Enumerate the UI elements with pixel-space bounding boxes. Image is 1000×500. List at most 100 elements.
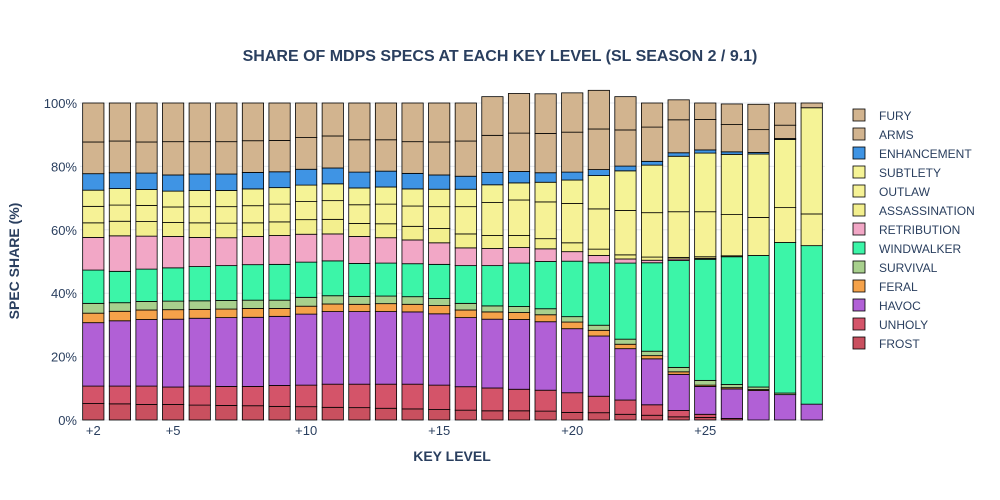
x-tick-label: +2 bbox=[86, 423, 101, 438]
bar-segment-feral bbox=[374, 303, 398, 312]
bar-segment-subtlety bbox=[348, 187, 371, 206]
legend-item[interactable]: ENHANCEMENT bbox=[852, 146, 972, 161]
bar-segment-subtlety bbox=[241, 188, 264, 207]
bars bbox=[82, 89, 823, 421]
bar-segment-outlaw bbox=[694, 211, 717, 258]
bar-segment-windwalker bbox=[428, 263, 451, 299]
bar-segment-retribution bbox=[268, 235, 291, 265]
y-tick-label: 80% bbox=[51, 159, 77, 174]
bar-segment-arms bbox=[800, 102, 823, 109]
bar-segment-fury bbox=[135, 102, 158, 143]
bar-segment-retribution bbox=[561, 251, 584, 262]
bar-segment-survival bbox=[108, 302, 131, 312]
legend-item[interactable]: ASSASSINATION bbox=[852, 203, 975, 218]
bar-segment-subtlety bbox=[507, 182, 531, 201]
bar-segment-fury bbox=[295, 102, 318, 138]
bar-segment-havoc bbox=[587, 335, 610, 397]
bar-segment-enhancement bbox=[667, 152, 690, 157]
bar-segment-assassination bbox=[108, 220, 131, 237]
bar-segment-assassination bbox=[374, 223, 398, 239]
bar-segment-frost bbox=[587, 412, 610, 421]
bar-segment-fury bbox=[641, 102, 664, 128]
bar-segment-enhancement bbox=[561, 171, 584, 181]
bar-segment-survival bbox=[614, 338, 637, 345]
bar-segment-outlaw bbox=[108, 204, 131, 222]
bar-segment-enhancement bbox=[215, 173, 238, 191]
bar-segment-frost bbox=[507, 410, 531, 421]
bar-segment-feral bbox=[481, 311, 504, 320]
bar-segment-havoc bbox=[428, 313, 451, 386]
bar-segment-retribution bbox=[587, 255, 610, 264]
bar-segment-retribution bbox=[507, 247, 531, 264]
bar-segment-outlaw bbox=[428, 206, 451, 229]
bar-segment-frost bbox=[401, 408, 424, 421]
bar-segment-unholy bbox=[295, 384, 318, 408]
bar-segment-frost bbox=[162, 404, 185, 421]
x-tick-label: +5 bbox=[166, 423, 181, 438]
bar-segment-unholy bbox=[82, 385, 105, 404]
bar-segment-unholy bbox=[694, 413, 717, 418]
legend-item[interactable]: RETRIBUTION bbox=[852, 222, 960, 237]
bar-segment-retribution bbox=[401, 239, 424, 265]
bar-segment-subtlety bbox=[401, 188, 424, 207]
legend-item[interactable]: OUTLAW bbox=[852, 184, 931, 199]
bar-segment-windwalker bbox=[295, 261, 318, 298]
bar-segment-frost bbox=[321, 406, 344, 421]
legend-item[interactable]: HAVOC bbox=[852, 298, 921, 313]
bar-segment-windwalker bbox=[82, 269, 105, 304]
bar-segment-fury bbox=[614, 96, 637, 131]
bar-segment-outlaw bbox=[321, 200, 344, 220]
bar-segment-windwalker bbox=[135, 268, 158, 302]
bar-segment-arms bbox=[720, 124, 743, 153]
bar-segment-retribution bbox=[428, 242, 451, 265]
bar-segment-subtlety bbox=[188, 190, 211, 208]
bar-segment-unholy bbox=[135, 385, 158, 405]
bar-segment-windwalker bbox=[215, 265, 238, 301]
bar-segment-unholy bbox=[215, 385, 238, 406]
bar-segment-feral bbox=[268, 308, 291, 317]
bar-segment-arms bbox=[481, 134, 504, 173]
bar-segment-windwalker bbox=[162, 267, 185, 302]
legend-item[interactable]: SUBTLETY bbox=[852, 165, 941, 180]
bar-segment-havoc bbox=[82, 322, 105, 387]
bar-segment-assassination bbox=[135, 221, 158, 237]
legend-swatch bbox=[852, 203, 866, 217]
bar-segment-arms bbox=[587, 128, 610, 170]
bar-segment-arms bbox=[295, 137, 318, 170]
bar-segment-enhancement bbox=[641, 160, 664, 166]
legend-item[interactable]: ARMS bbox=[852, 127, 914, 142]
bar-segment-survival bbox=[667, 366, 690, 373]
bar-segment-fury bbox=[162, 102, 185, 143]
bar-segment-fury bbox=[534, 93, 557, 134]
bar-segment-havoc bbox=[641, 358, 664, 406]
bar-segment-feral bbox=[348, 303, 371, 312]
bar-segment-arms bbox=[82, 141, 105, 175]
bar-segment-feral bbox=[641, 355, 664, 360]
bar-segment-havoc bbox=[348, 311, 371, 385]
legend-item[interactable]: FROST bbox=[852, 336, 920, 351]
bar-segment-assassination bbox=[348, 223, 371, 237]
legend-label: SUBTLETY bbox=[879, 166, 941, 180]
legend-item[interactable]: WINDWALKER bbox=[852, 241, 962, 256]
bar-segment-fury bbox=[694, 102, 717, 120]
y-axis-title: SPEC SHARE (%) bbox=[6, 203, 22, 320]
bar-segment-assassination bbox=[82, 222, 105, 238]
bar-segment-assassination bbox=[401, 225, 424, 241]
bar-segment-survival bbox=[587, 324, 610, 331]
bar-segment-outlaw bbox=[241, 205, 264, 224]
legend-item[interactable]: SURVIVAL bbox=[852, 260, 938, 275]
legend-label: RETRIBUTION bbox=[879, 223, 960, 237]
legend-item[interactable]: UNHOLY bbox=[852, 317, 928, 332]
bar-segment-fury bbox=[561, 92, 584, 133]
legend-item[interactable]: FURY bbox=[852, 108, 911, 123]
legend-item[interactable]: FERAL bbox=[852, 279, 918, 294]
bar-segment-havoc bbox=[162, 318, 185, 388]
bar-segment-outlaw bbox=[507, 199, 531, 236]
bar-segment-assassination bbox=[162, 222, 185, 237]
bar-segment-subtlety bbox=[614, 170, 637, 211]
bar-segment-havoc bbox=[135, 319, 158, 387]
bar-segment-windwalker bbox=[561, 260, 584, 318]
bar-segment-feral bbox=[614, 343, 637, 350]
legend-swatch bbox=[852, 108, 866, 122]
